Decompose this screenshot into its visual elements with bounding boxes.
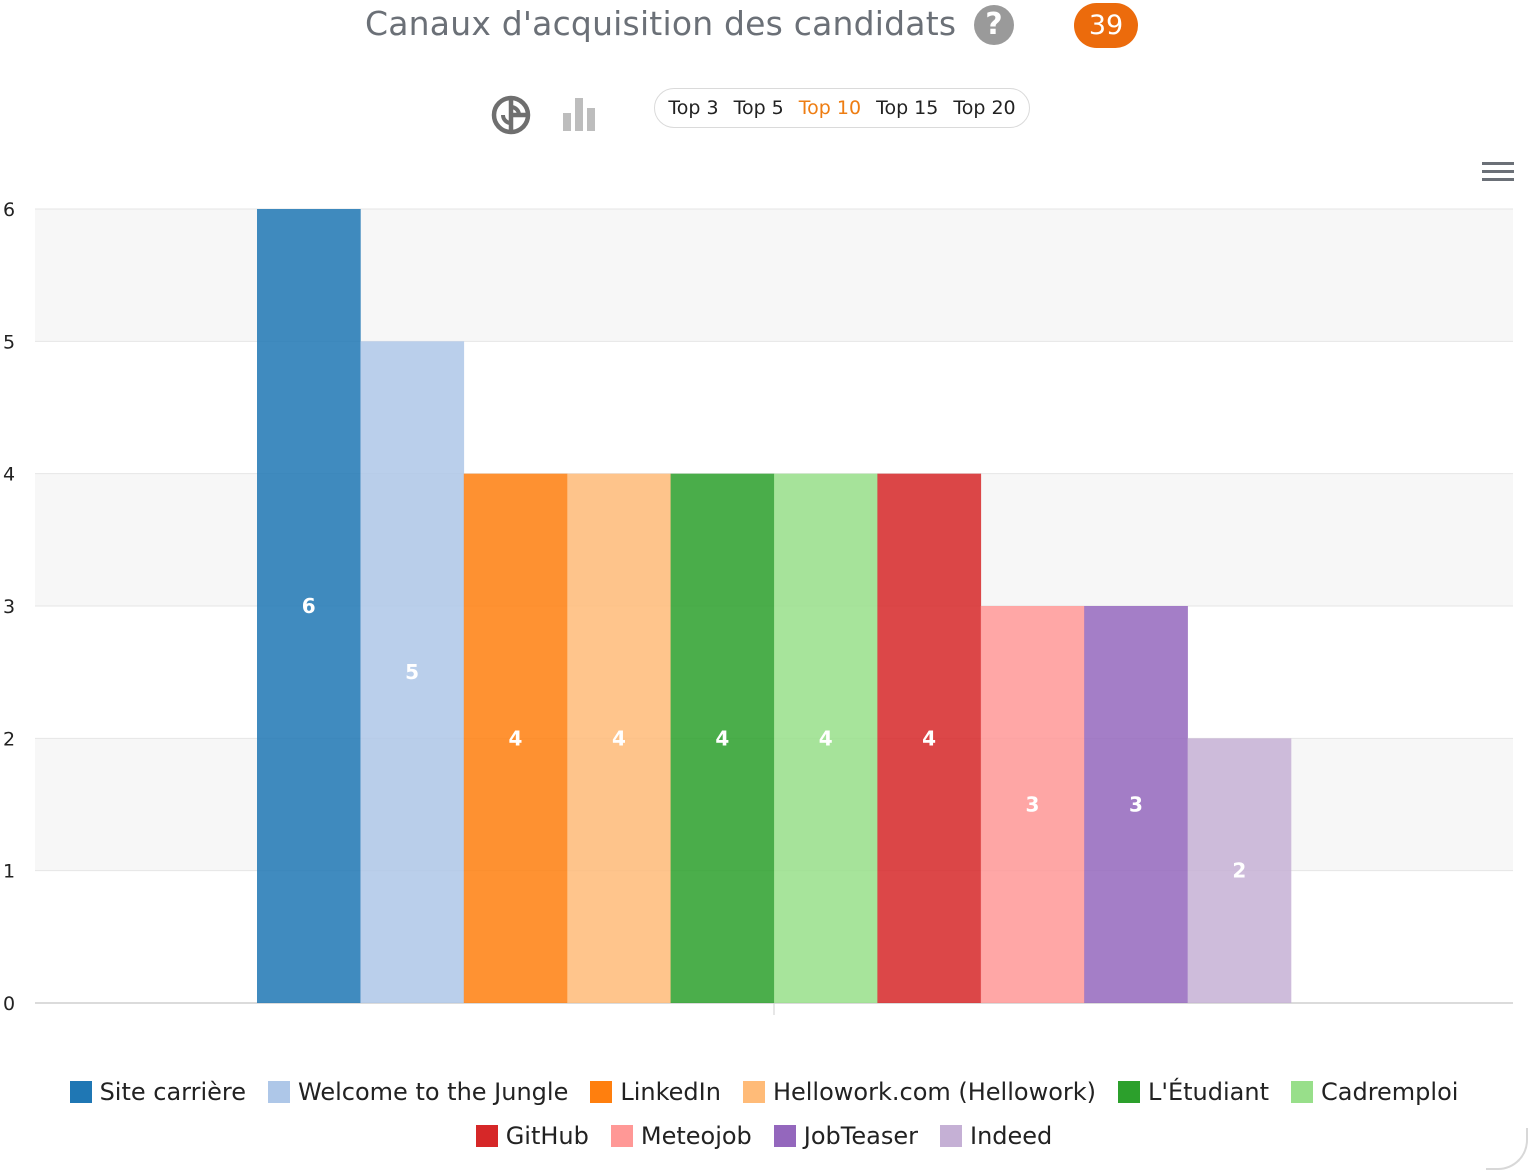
bar-value-label: 4 — [922, 726, 936, 750]
chart-header: Canaux d'acquisition des candidats ? 39 — [0, 0, 1528, 60]
bar — [877, 473, 982, 1004]
top-5-option[interactable]: Top 5 — [733, 97, 784, 119]
legend-label: LinkedIn — [620, 1078, 721, 1106]
bar — [360, 341, 465, 1003]
legend-item[interactable]: Indeed — [939, 1122, 1053, 1150]
bar-value-label: 5 — [405, 660, 419, 684]
bar — [1084, 606, 1188, 1003]
bar-value-label: 6 — [302, 594, 316, 618]
page-title: Canaux d'acquisition des candidats — [365, 4, 957, 43]
legend-item[interactable]: L'Étudiant — [1118, 1078, 1269, 1106]
bar-value-labels: 6 5 4 4 4 4 4 3 3 2 — [302, 594, 1247, 883]
legend-label: L'Étudiant — [1148, 1078, 1269, 1106]
top-3-option[interactable]: Top 3 — [668, 97, 719, 119]
bar — [1187, 738, 1292, 1003]
legend-swatch — [590, 1081, 613, 1103]
legend-item[interactable]: Site carrière — [69, 1078, 247, 1106]
legend-swatch — [475, 1125, 498, 1147]
hamburger-menu-icon[interactable] — [1482, 160, 1514, 184]
legend-swatch — [610, 1125, 633, 1147]
bar — [257, 209, 361, 1003]
y-axis-ticks: 0 1 2 3 4 5 6 — [3, 199, 15, 1015]
legend-label: Cadremploi — [1321, 1078, 1459, 1106]
chart-legend: Site carrière Welcome to the Jungle Linked… — [0, 1078, 1528, 1150]
pie-chart-icon[interactable] — [490, 94, 534, 138]
y-tick-label: 4 — [3, 464, 15, 486]
legend-label: Hellowork.com (Hellowork) — [772, 1078, 1097, 1106]
bar-value-label: 2 — [1232, 859, 1246, 883]
top-n-selector: Top 3 Top 5 Top 10 Top 15 Top 20 — [654, 88, 1030, 128]
bar-value-label: 4 — [509, 726, 523, 750]
count-badge: 39 — [1074, 3, 1138, 48]
y-tick-label: 0 — [3, 993, 15, 1015]
y-tick-label: 3 — [3, 596, 15, 618]
legend-swatch — [773, 1125, 796, 1147]
legend-swatch — [268, 1081, 291, 1103]
top-10-option[interactable]: Top 10 — [798, 97, 862, 119]
legend-item[interactable]: Welcome to the Jungle — [268, 1078, 568, 1106]
bar — [670, 473, 775, 1004]
top-20-option[interactable]: Top 20 — [953, 97, 1016, 119]
bar-chart-icon[interactable] — [562, 96, 598, 132]
bar-value-label: 3 — [1129, 793, 1143, 817]
legend-swatch — [1291, 1081, 1313, 1103]
bar — [567, 473, 671, 1004]
question-circle-icon[interactable]: ? — [974, 5, 1014, 45]
grid-band — [35, 209, 1513, 342]
bars — [257, 209, 1292, 1004]
legend-label: Welcome to the Jungle — [298, 1078, 569, 1106]
bar-value-label: 3 — [1026, 793, 1040, 817]
y-tick-label: 1 — [3, 861, 15, 883]
frame-corner — [1486, 1128, 1528, 1170]
legend-item[interactable]: Cadremploi — [1291, 1078, 1458, 1106]
y-tick-label: 5 — [3, 331, 15, 353]
legend-item[interactable]: LinkedIn — [590, 1078, 721, 1106]
bar — [463, 473, 568, 1004]
bar-value-label: 4 — [612, 726, 626, 750]
legend-swatch — [939, 1125, 962, 1147]
legend-item[interactable]: Hellowork.com (Hellowork) — [742, 1078, 1097, 1106]
legend-label: Site carrière — [99, 1078, 247, 1106]
legend-label: GitHub — [505, 1122, 589, 1150]
legend-swatch — [1118, 1081, 1141, 1103]
legend-label: JobTeaser — [803, 1122, 918, 1150]
y-tick-label: 6 — [3, 199, 15, 221]
bar — [774, 473, 878, 1004]
legend-item[interactable]: Meteojob — [610, 1122, 752, 1150]
top-15-option[interactable]: Top 15 — [876, 97, 939, 119]
legend-label: Meteojob — [640, 1122, 752, 1150]
bar-value-label: 4 — [715, 726, 729, 750]
legend-swatch — [742, 1081, 765, 1103]
legend-label: Indeed — [969, 1122, 1053, 1150]
y-tick-label: 2 — [3, 728, 15, 750]
legend-swatch — [69, 1081, 92, 1103]
bar — [980, 606, 1085, 1003]
bar-value-label: 4 — [819, 726, 833, 750]
legend-item[interactable]: GitHub — [475, 1122, 589, 1150]
legend-item[interactable]: JobTeaser — [773, 1122, 918, 1150]
bar-chart: 0 1 2 3 4 5 6 6 5 4 4 4 4 4 3 3 2 — [3, 199, 1513, 1015]
